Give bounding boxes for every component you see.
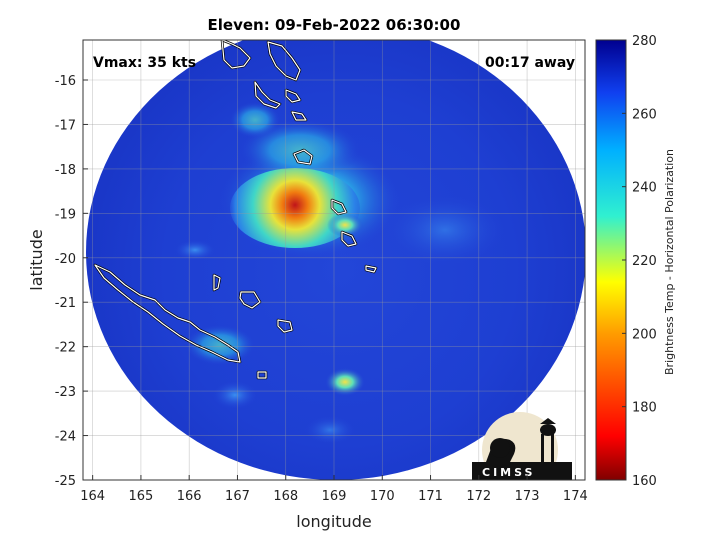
time-away-label: 00:17 away — [485, 55, 575, 71]
y-tick-label: -21 — [55, 296, 76, 311]
x-tick-label: 168 — [273, 489, 298, 504]
x-tick-label: 174 — [563, 489, 588, 504]
chart-title: Eleven: 09-Feb-2022 06:30:00 — [208, 16, 461, 34]
y-tick-label: -18 — [55, 163, 76, 178]
gridlines — [83, 40, 585, 480]
x-tick-label: 169 — [322, 489, 347, 504]
y-tick-label: -25 — [55, 474, 76, 489]
colorbar-tick-label: 280 — [632, 34, 657, 49]
colorbar-tick-label: 200 — [632, 327, 657, 342]
x-tick-label: 166 — [177, 489, 202, 504]
logo-text: CIMSS — [482, 466, 535, 479]
colorbar-tick-label: 160 — [632, 474, 657, 489]
x-tick-label: 171 — [418, 489, 443, 504]
coastlines-highlight — [94, 40, 377, 379]
y-tick-label: -17 — [55, 118, 76, 133]
y-tick-label: -22 — [55, 341, 76, 356]
y-tick-label: -24 — [55, 430, 76, 445]
colorbar-ticks: 280 260 240 220 200 180 160 — [622, 34, 657, 489]
y-tick-label: -16 — [55, 74, 76, 89]
colorbar-tick-label: 180 — [632, 401, 657, 416]
x-tick-label: 170 — [370, 489, 395, 504]
y-tick-label: -20 — [55, 252, 76, 267]
microwave-swath — [86, 40, 585, 480]
y-tick-label: -19 — [55, 207, 76, 222]
x-tick-label: 172 — [466, 489, 491, 504]
y-axis-label: latitude — [27, 229, 46, 290]
colorbar-label: Brightness Temp - Horizontal Polarizatio… — [663, 149, 676, 375]
convection-features — [175, 102, 505, 444]
x-axis-label: longitude — [296, 512, 371, 531]
x-tick-label: 164 — [80, 489, 105, 504]
vmax-label: Vmax: 35 kts — [93, 55, 196, 71]
colorbar — [595, 39, 627, 481]
colorbar-tick-label: 260 — [632, 107, 657, 122]
cimss-logo: CIMSS — [472, 412, 572, 480]
y-axis: -16 -17 -18 -19 -20 -21 -22 -23 -24 -25 — [55, 74, 88, 489]
colorbar-tick-label: 240 — [632, 181, 657, 196]
y-tick-label: -23 — [55, 385, 76, 400]
x-axis: 164 165 166 167 168 169 170 171 172 173 174 — [80, 475, 588, 504]
colorbar-tick-label: 220 — [632, 254, 657, 269]
x-tick-label: 173 — [515, 489, 540, 504]
x-tick-label: 167 — [225, 489, 250, 504]
x-tick-label: 165 — [129, 489, 154, 504]
